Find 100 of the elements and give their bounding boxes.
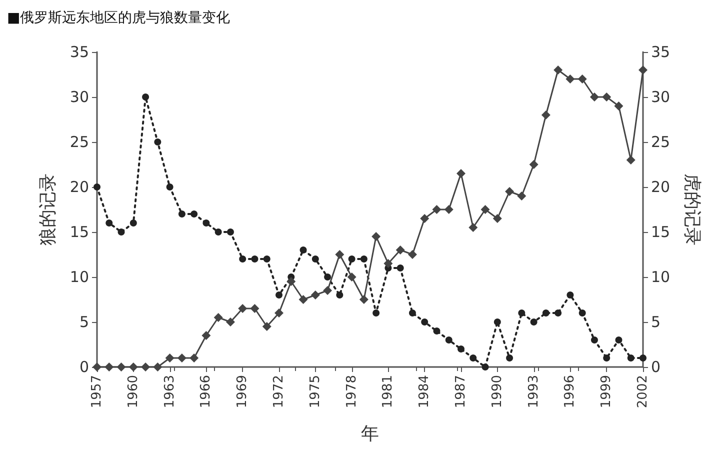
point: [421, 318, 428, 326]
point: [445, 336, 452, 344]
point: [590, 92, 599, 102]
y-tick-label: 20: [70, 178, 89, 196]
point: [153, 362, 162, 372]
point: [626, 156, 636, 164]
point: [482, 364, 489, 370]
y2-tick-label: 30: [651, 88, 670, 106]
point: [251, 256, 258, 262]
y-tick-label: 5: [79, 313, 89, 331]
point: [104, 362, 114, 372]
point: [602, 92, 612, 102]
y2-tick-label: 10: [651, 268, 670, 286]
point: [262, 322, 272, 331]
point: [494, 318, 501, 326]
point: [541, 110, 550, 120]
point: [154, 138, 162, 146]
x-tick-label: 1996: [562, 375, 578, 408]
point: [202, 220, 210, 226]
chart-title: ■俄罗斯远东地区的虎与狼数量变化: [7, 10, 230, 26]
point: [130, 220, 137, 226]
point: [250, 304, 260, 313]
x-tick-label: 1963: [162, 375, 178, 408]
point: [506, 354, 514, 362]
point: [166, 184, 174, 190]
point: [408, 310, 416, 316]
x-tick-label: 1957: [90, 375, 104, 408]
point: [165, 354, 174, 362]
point: [590, 336, 598, 344]
x-tick-label: 1969: [235, 375, 250, 408]
point: [312, 256, 319, 262]
point: [94, 184, 100, 190]
point: [470, 354, 477, 362]
point: [627, 354, 634, 362]
y-tick-label: 30: [70, 88, 89, 106]
point: [274, 308, 284, 318]
point: [300, 246, 307, 254]
y-tick-label: 15: [70, 223, 89, 241]
point: [433, 328, 440, 334]
point: [142, 94, 150, 100]
point: [578, 74, 587, 84]
point: [578, 310, 586, 316]
point: [566, 74, 575, 84]
point: [178, 210, 186, 218]
point: [202, 331, 211, 340]
point: [456, 169, 466, 178]
y2-tick-label: 25: [651, 133, 670, 151]
x-tick-label: 1993: [526, 375, 542, 408]
point: [517, 192, 526, 200]
point: [141, 362, 150, 372]
point: [214, 313, 223, 322]
point: [372, 310, 380, 316]
x-tick-label: 1978: [344, 375, 360, 408]
point: [276, 292, 282, 298]
x-tick-label: 1981: [380, 375, 396, 408]
y-axis-title: 狼的记录: [38, 174, 58, 246]
point: [432, 205, 442, 214]
point: [336, 292, 344, 298]
point: [263, 256, 270, 262]
x-tick-label: 1987: [454, 375, 468, 408]
point: [468, 223, 478, 232]
y-tick-label: 0: [79, 358, 89, 376]
point: [444, 205, 454, 214]
point: [348, 256, 356, 262]
point: [286, 277, 296, 286]
x-tick-label: 1972: [272, 375, 286, 408]
point: [384, 259, 393, 268]
point: [640, 354, 646, 362]
x-tick-label: 1966: [198, 375, 214, 408]
x-tick-label: 1984: [417, 375, 432, 408]
x-tick-label: 2002: [636, 375, 650, 408]
point: [190, 354, 199, 362]
point: [238, 304, 248, 313]
point: [226, 318, 235, 326]
x-axis-title: 年: [361, 424, 379, 444]
x-tick-label: 1960: [126, 375, 141, 408]
point: [347, 272, 356, 282]
point: [529, 160, 538, 169]
point: [396, 246, 405, 254]
point: [116, 362, 126, 372]
y2-tick-label: 20: [651, 178, 670, 196]
point: [128, 362, 138, 372]
point: [480, 205, 490, 214]
point: [214, 228, 222, 236]
point: [360, 256, 368, 262]
y-tick-label: 10: [70, 268, 89, 286]
y2-axis-title: 虎的记录: [682, 174, 702, 246]
point: [614, 102, 624, 110]
point: [226, 228, 234, 236]
point: [530, 318, 538, 326]
point: [554, 66, 563, 74]
x-tick-label: 1975: [308, 375, 323, 408]
point: [190, 210, 198, 218]
point: [566, 292, 574, 298]
point: [638, 66, 648, 74]
point: [408, 250, 417, 259]
x-tick-label: 1999: [599, 375, 614, 408]
y2-tick-label: 35: [651, 43, 670, 61]
point: [458, 346, 464, 352]
point: [542, 310, 550, 316]
